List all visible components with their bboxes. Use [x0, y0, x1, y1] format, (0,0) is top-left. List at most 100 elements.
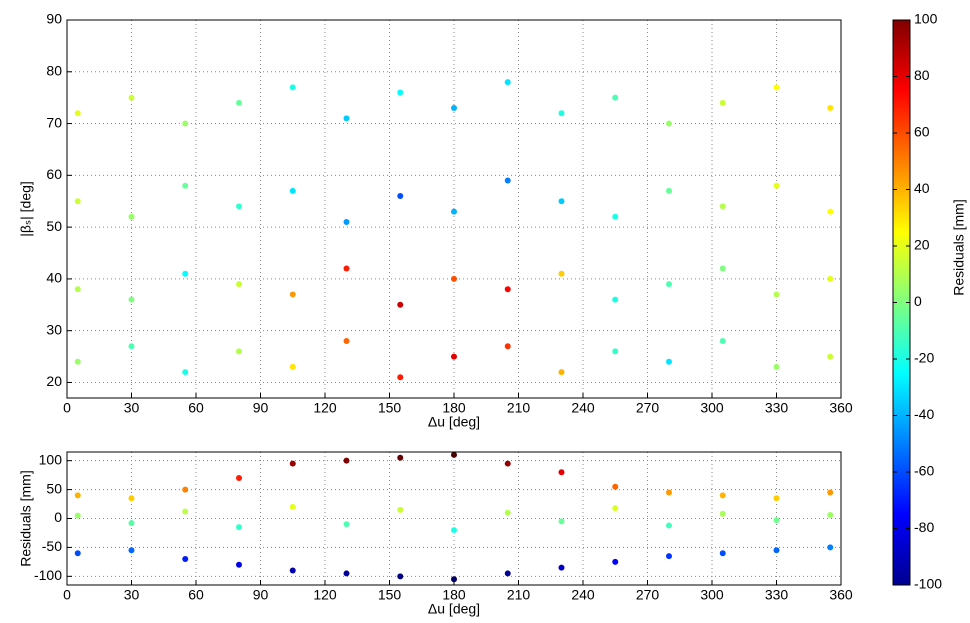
colorbar-tick-label: 100	[914, 11, 938, 27]
data-point	[719, 492, 726, 499]
data-point	[612, 483, 619, 490]
data-point	[343, 218, 350, 225]
data-point	[343, 338, 350, 345]
data-point	[504, 286, 511, 293]
x-tick-label: 270	[636, 587, 660, 603]
data-point	[397, 193, 404, 200]
data-point	[74, 512, 81, 519]
data-point	[451, 105, 457, 112]
colorbar-tick-label: -20	[914, 350, 934, 366]
x-tick-label: 60	[188, 587, 204, 603]
x-tick-label: 240	[571, 587, 595, 603]
data-point	[827, 105, 834, 112]
colorbar-tick-label: 0	[914, 293, 922, 309]
x-tick-label: 150	[378, 587, 402, 603]
data-point	[612, 94, 619, 101]
data-point	[773, 84, 780, 91]
data-point	[182, 270, 189, 277]
x-tick-label: 330	[765, 400, 789, 416]
data-point	[289, 187, 296, 194]
data-point	[236, 348, 242, 355]
data-point	[451, 353, 457, 360]
x-axis-label: Δu [deg]	[428, 601, 480, 617]
data-point	[504, 570, 511, 577]
data-point	[343, 115, 350, 122]
data-point	[719, 338, 726, 345]
data-point	[558, 270, 565, 277]
data-point	[451, 451, 457, 458]
data-point	[773, 495, 780, 502]
data-point	[182, 555, 189, 562]
colorbar-tick-label: -60	[914, 463, 934, 479]
data-point	[504, 79, 511, 86]
colorbar-tick-label: 80	[914, 67, 930, 83]
colorbar-tick-label: 40	[914, 180, 930, 196]
colorbar-label: Residuals [mm]	[951, 199, 967, 295]
data-point	[289, 460, 296, 467]
data-point	[74, 110, 81, 117]
data-point	[827, 208, 834, 215]
x-tick-label: 360	[829, 400, 853, 416]
data-point	[612, 558, 619, 565]
data-point	[612, 213, 619, 220]
data-point	[719, 550, 726, 557]
x-tick-label: 0	[63, 587, 71, 603]
data-point	[236, 561, 242, 568]
data-point	[397, 301, 404, 308]
y-tick-label: 50	[46, 480, 62, 496]
x-axis-label: Δu [deg]	[428, 414, 480, 430]
data-point	[719, 510, 726, 517]
y-tick-label: 20	[46, 373, 62, 389]
data-point	[451, 275, 457, 282]
x-tick-label: 0	[63, 400, 71, 416]
data-point	[773, 182, 780, 189]
data-point	[773, 517, 780, 524]
data-point	[666, 553, 672, 560]
x-tick-label: 360	[829, 587, 853, 603]
x-tick-label: 120	[313, 587, 337, 603]
data-point	[343, 265, 350, 272]
x-tick-label: 30	[124, 587, 140, 603]
x-tick-label: 60	[188, 400, 204, 416]
data-point	[128, 94, 135, 101]
y-tick-label: 30	[46, 321, 62, 337]
data-point	[612, 505, 619, 512]
data-point	[558, 564, 565, 571]
data-point	[236, 203, 242, 210]
x-tick-label: 180	[442, 587, 466, 603]
data-point	[182, 486, 189, 493]
data-point	[504, 509, 511, 516]
x-tick-label: 240	[571, 400, 595, 416]
data-point	[451, 527, 457, 534]
data-point	[182, 120, 189, 127]
colorbar-tick-label: 60	[914, 124, 930, 140]
x-tick-label: 30	[124, 400, 140, 416]
data-point	[719, 203, 726, 210]
y-tick-label: -100	[34, 567, 62, 583]
data-point	[666, 187, 672, 194]
data-point	[128, 296, 135, 303]
data-point	[666, 120, 672, 127]
data-point	[343, 457, 350, 464]
data-point	[397, 454, 404, 461]
y-tick-label: 0	[54, 509, 62, 525]
y-axis-label: |βₛ| [deg]	[18, 181, 34, 237]
data-point	[558, 110, 565, 117]
data-point	[343, 570, 350, 577]
data-point	[558, 369, 565, 376]
x-tick-label: 300	[700, 400, 724, 416]
data-point	[289, 84, 296, 91]
x-tick-label: 210	[507, 587, 531, 603]
colorbar-tick-label: -80	[914, 519, 934, 535]
y-tick-label: 40	[46, 270, 62, 286]
data-point	[289, 567, 296, 574]
colorbar-tick-label: -100	[914, 576, 942, 592]
data-point	[236, 281, 242, 288]
data-point	[666, 522, 672, 529]
data-point	[827, 489, 834, 496]
data-point	[397, 374, 404, 381]
data-point	[827, 544, 834, 551]
data-point	[128, 520, 135, 527]
data-point	[451, 208, 457, 215]
